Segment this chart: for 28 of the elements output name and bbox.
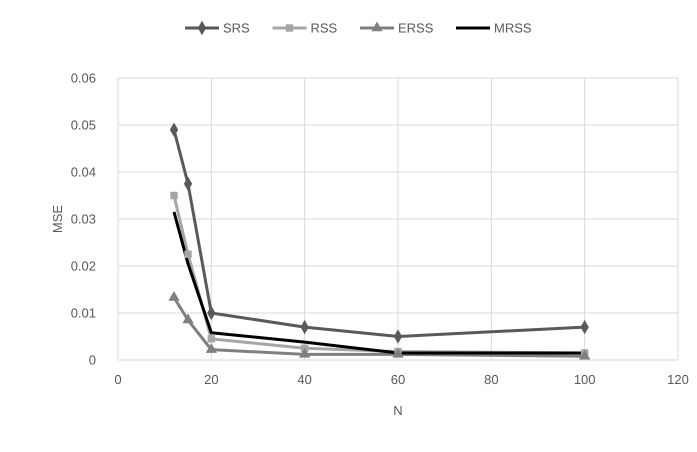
legend-label: SRS [223, 20, 250, 36]
y-tick-label: 0.01 [70, 306, 96, 321]
point [392, 348, 404, 358]
legend-label: MRSS [494, 20, 532, 36]
point [206, 343, 217, 353]
x-tick-label: 100 [574, 372, 596, 387]
x-tick-label: 0 [114, 372, 122, 387]
point [182, 314, 194, 324]
x-tick-label: 60 [390, 372, 406, 387]
point [579, 350, 590, 360]
legend-label: ERSS [398, 20, 434, 36]
y-tick-label: 0.04 [70, 164, 96, 180]
point [184, 250, 192, 258]
x-tick-label: 40 [297, 372, 312, 387]
x-tick-label: 120 [667, 372, 689, 387]
point [168, 290, 180, 301]
y-tick-label: 0.05 [70, 118, 96, 133]
y-tick-label: 0.06 [70, 70, 96, 86]
y-tick-label: 0.03 [70, 212, 96, 227]
y-tick-label: 0.02 [70, 258, 96, 274]
y-tick-label: 0 [88, 352, 96, 368]
point [208, 335, 216, 343]
x-tick-label: 80 [484, 372, 499, 387]
x-tick-label: 20 [204, 372, 219, 387]
x-axis-title: N [393, 403, 403, 418]
legend-label: RSS [310, 20, 338, 36]
point [299, 348, 310, 358]
y-axis-title: MSE [50, 204, 65, 234]
